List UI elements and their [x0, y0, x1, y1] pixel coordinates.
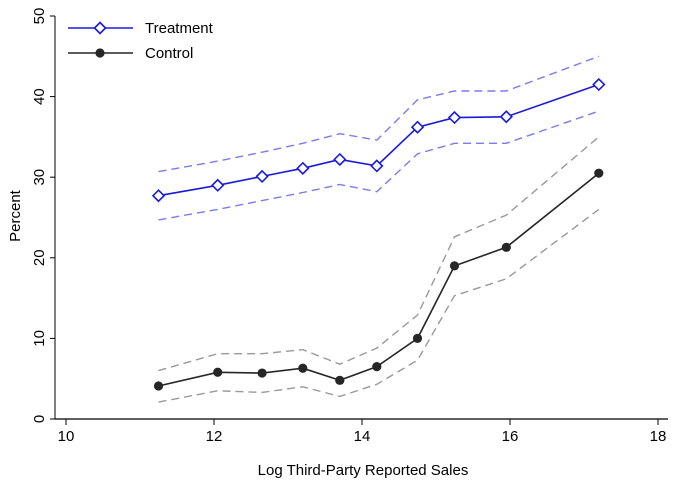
- control-ci-upper: [158, 136, 600, 372]
- x-tick-label: 18: [650, 428, 667, 445]
- x-axis-title: Log Third-Party Reported Sales: [258, 462, 469, 479]
- legend-control-marker: [95, 48, 105, 58]
- y-axis-title: Percent: [7, 189, 24, 242]
- control-ci-lower: [158, 208, 600, 403]
- treatment-point: [370, 159, 384, 173]
- treatment-point: [211, 178, 225, 192]
- treatment-point: [447, 110, 462, 125]
- x-tick-label: 12: [206, 428, 223, 445]
- treatment-point: [296, 161, 310, 175]
- y-tick-label: 0: [31, 415, 48, 423]
- y-tick-label: 10: [31, 330, 48, 347]
- control-point: [213, 367, 223, 377]
- treatment-point: [410, 120, 425, 134]
- y-tick-label: 30: [31, 169, 48, 186]
- axes: 0 10 20 30 40 50 10 12 14 16 18: [31, 8, 668, 445]
- series-lines: [151, 77, 606, 391]
- control-point: [335, 375, 345, 385]
- control-point: [412, 333, 423, 343]
- y-tick-label: 50: [31, 8, 48, 25]
- control-point: [372, 362, 382, 372]
- legend-treatment-marker: [93, 21, 107, 35]
- control-point: [153, 381, 164, 391]
- treatment-point: [592, 77, 606, 92]
- x-tick-label: 16: [502, 428, 519, 445]
- treatment-point: [333, 152, 347, 167]
- legend-control-label: Control: [145, 45, 193, 62]
- control-line: [158, 172, 600, 387]
- y-tick-label: 20: [31, 249, 48, 266]
- treatment-point: [255, 169, 269, 184]
- control-point: [298, 363, 308, 373]
- control-point: [257, 368, 267, 378]
- treatment-ci-lower: [158, 110, 600, 221]
- y-tick-label: 40: [31, 88, 48, 105]
- treatment-point: [151, 189, 166, 203]
- control-point: [594, 168, 604, 178]
- treatment-line: [158, 83, 600, 197]
- confidence-bands: [158, 55, 600, 403]
- legend-treatment-label: Treatment: [145, 20, 214, 37]
- legend: Treatment Control: [68, 20, 214, 62]
- x-tick-label: 10: [58, 428, 75, 445]
- treatment-point: [499, 110, 513, 124]
- control-point: [501, 242, 511, 252]
- x-tick-label: 14: [354, 428, 371, 445]
- treatment-ci-upper: [158, 55, 600, 173]
- control-point: [449, 261, 460, 271]
